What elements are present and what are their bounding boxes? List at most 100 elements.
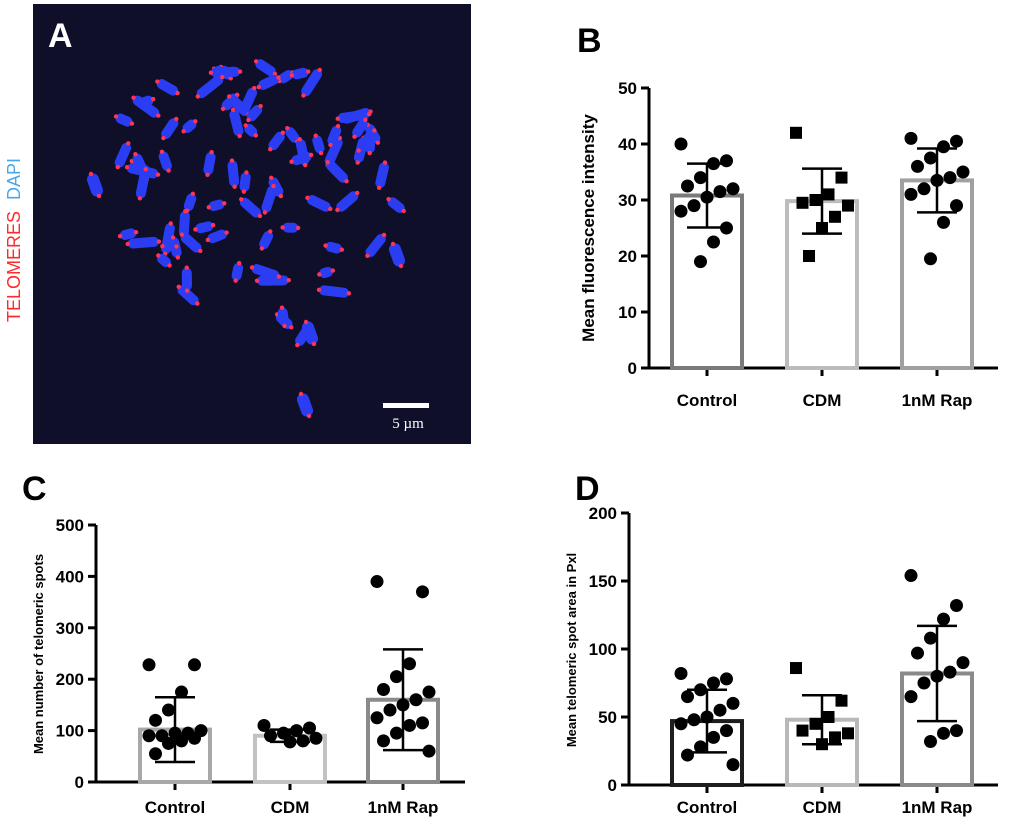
telomere-spot <box>133 152 138 157</box>
telomere-spot <box>382 160 388 165</box>
telomere-spot <box>339 247 345 252</box>
y-tick-label: 10 <box>618 303 637 322</box>
chromosome <box>301 69 323 97</box>
data-point <box>713 703 727 717</box>
telomere-spot <box>317 272 322 277</box>
chart-c-ylabel: Mean number of telomeric spots <box>31 554 46 754</box>
data-point <box>796 196 809 209</box>
chromosome <box>295 139 310 166</box>
data-point <box>911 159 924 173</box>
telomere-spot <box>235 92 240 98</box>
telomere-spot <box>311 341 317 347</box>
data-point <box>720 221 733 235</box>
scale-bar-label: 5 µm <box>392 416 424 432</box>
data-point <box>416 585 429 599</box>
telomere-spot <box>206 205 211 210</box>
data-point <box>377 734 390 748</box>
data-point <box>403 657 416 671</box>
data-point <box>707 676 720 690</box>
telomere-spot <box>156 113 161 118</box>
telomere-spot <box>306 69 311 74</box>
chromosome <box>135 169 150 199</box>
telomere-spot <box>174 116 179 122</box>
telomere-spot <box>344 179 349 184</box>
telomere-spot <box>129 121 135 126</box>
chromosome <box>239 172 251 192</box>
chromosome <box>177 285 199 306</box>
telomere-spot <box>289 159 294 164</box>
data-point <box>390 670 403 684</box>
data-point <box>142 658 156 672</box>
telomere-spot <box>249 265 255 270</box>
data-point <box>687 199 701 213</box>
telomere-spot <box>175 90 180 96</box>
telomere-spot <box>335 123 341 129</box>
telomere-spot <box>258 103 263 109</box>
data-point <box>707 235 720 249</box>
telomere-spot <box>125 241 130 247</box>
telomere-spot <box>298 391 304 397</box>
data-point <box>674 717 688 731</box>
telomere-spot <box>220 106 226 112</box>
telomere-spot <box>228 76 233 81</box>
telomere-spot <box>175 255 181 260</box>
y-tick-label: 200 <box>589 504 617 523</box>
data-point <box>809 717 822 730</box>
telomere-spot <box>376 185 382 191</box>
telomere-spot <box>246 117 251 123</box>
chromosome <box>268 131 285 151</box>
data-point <box>829 731 841 744</box>
data-point <box>296 734 310 748</box>
y-tick-label: 50 <box>598 708 617 727</box>
data-point <box>674 666 688 680</box>
data-point <box>416 716 429 730</box>
data-point <box>956 656 970 670</box>
telomere-spot <box>156 239 162 244</box>
data-point <box>377 682 390 696</box>
data-point <box>790 662 802 675</box>
telomere-spot <box>195 301 200 306</box>
panel-b: B Mean fluorescence intensity 0 10 20 30 40 5… <box>577 22 998 410</box>
data-point <box>930 173 944 187</box>
data-point <box>674 137 688 151</box>
y-tick-label: 150 <box>589 572 617 591</box>
data-point <box>162 736 175 750</box>
chart-c-plot: 0 100 200 300 400 500 <box>56 516 465 792</box>
data-point <box>822 711 835 723</box>
panel-d: D Mean telomeric spot area in Pxl 0 50 100… <box>564 470 998 817</box>
chromosome <box>375 162 389 188</box>
telomere-spot <box>282 323 287 329</box>
data-point <box>924 252 937 266</box>
telomere-spot <box>401 208 406 214</box>
telomere-spot <box>243 123 248 128</box>
data-point <box>809 194 822 206</box>
telomere-spot <box>254 278 260 283</box>
data-point <box>694 171 707 185</box>
data-point <box>924 151 937 165</box>
chromosome <box>229 109 244 137</box>
chromosome <box>127 236 159 249</box>
telomere-spot <box>346 291 352 296</box>
telomere-spot <box>229 158 235 163</box>
telomere-spot <box>168 221 173 226</box>
telomere-spot <box>268 229 273 234</box>
telomere-spot <box>195 94 200 99</box>
data-point <box>694 683 707 697</box>
data-point <box>950 199 963 213</box>
telomere-spot <box>318 150 324 156</box>
data-point <box>290 724 303 738</box>
chromosome <box>203 152 216 175</box>
chromosome <box>86 173 104 197</box>
y-tick-label: 0 <box>608 776 617 795</box>
telomere-spot <box>159 149 165 155</box>
data-point <box>188 658 201 672</box>
y-tick-label: 500 <box>56 516 84 535</box>
telomere-spot <box>276 274 282 279</box>
telomere-spot <box>151 96 156 102</box>
data-point <box>904 187 918 201</box>
telomere-spot <box>352 134 357 139</box>
telomere-spot <box>241 189 247 194</box>
panel-letter-d: D <box>575 470 600 508</box>
data-point <box>842 727 854 740</box>
telomere-spot <box>316 287 322 292</box>
